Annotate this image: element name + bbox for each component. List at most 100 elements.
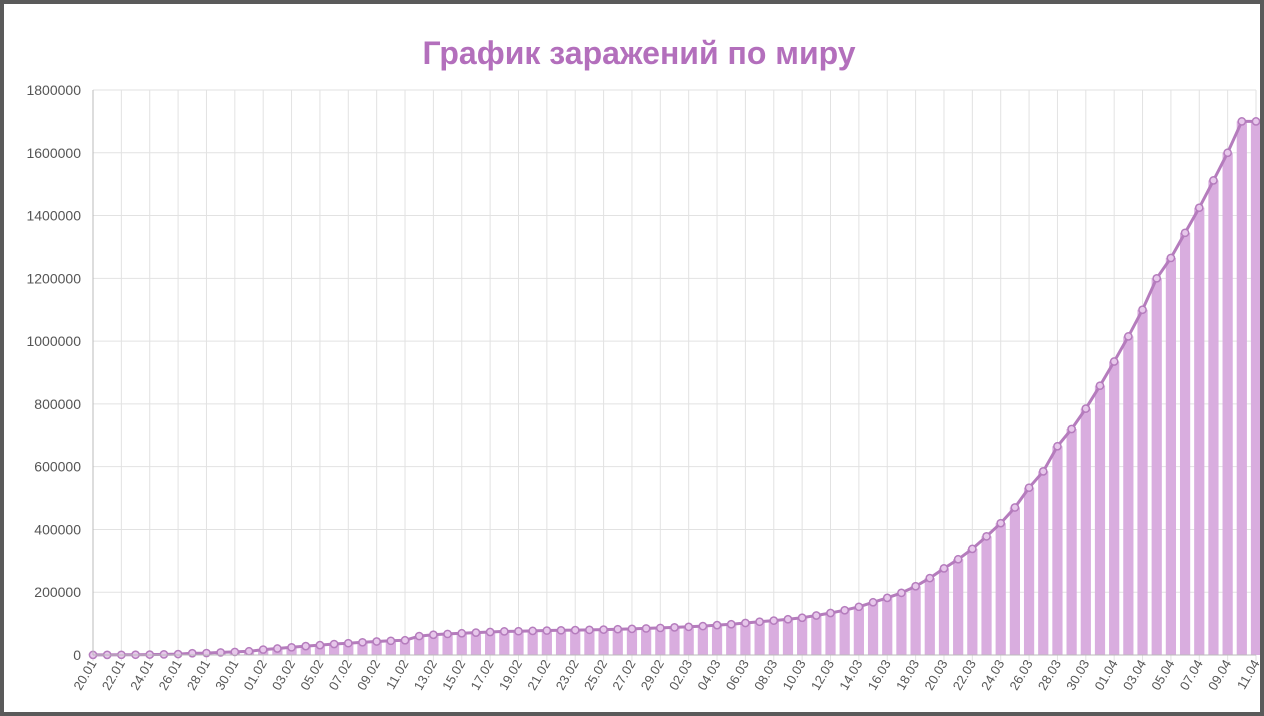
x-tick-label: 24.01	[127, 657, 156, 693]
data-point	[1081, 404, 1091, 413]
bar	[1094, 385, 1106, 655]
bar	[598, 629, 609, 655]
bar	[1194, 207, 1205, 656]
bar	[513, 631, 524, 655]
bar	[570, 630, 581, 655]
x-tick-label: 30.03	[1063, 657, 1092, 693]
x-tick-label: 19.02	[496, 657, 525, 693]
bar	[1250, 121, 1260, 655]
data-point	[627, 624, 637, 634]
chart: График заражений по миру 0 200000 400000 60…	[26, 35, 1260, 693]
data-point	[882, 593, 892, 603]
x-tick-label: 03.04	[1120, 657, 1149, 693]
x-tick-label: 17.02	[467, 657, 496, 693]
data-point	[499, 627, 509, 636]
data-point	[556, 625, 566, 635]
data-point	[641, 624, 651, 633]
y-tick-label: 200000	[34, 584, 81, 600]
data-point	[670, 623, 679, 632]
x-tick-label: 09.02	[354, 657, 383, 693]
data-point	[698, 621, 708, 631]
bar	[811, 615, 822, 655]
y-axis-ticks: 0 200000 400000 600000 800000 1000000 1200000 1…	[26, 82, 81, 663]
data-point	[1109, 357, 1119, 366]
bar	[1165, 257, 1177, 655]
data-point	[570, 625, 580, 635]
x-tick-label: 21.02	[524, 657, 553, 693]
bar	[726, 624, 737, 655]
x-tick-label: 01.02	[241, 657, 270, 693]
data-point	[386, 636, 396, 646]
x-tick-label: 16.03	[865, 657, 894, 693]
data-point	[443, 629, 452, 639]
data-point	[273, 644, 282, 653]
data-point	[1237, 117, 1247, 126]
bar	[1208, 180, 1219, 655]
bar	[924, 578, 935, 655]
data-point	[1152, 273, 1162, 283]
data-point	[783, 614, 793, 624]
y-tick-label: 800000	[34, 396, 81, 412]
x-tick-label: 13.02	[411, 657, 440, 693]
bar	[768, 620, 779, 655]
data-point	[1067, 424, 1076, 434]
data-point	[613, 624, 623, 634]
bar	[442, 633, 453, 655]
data-point	[230, 647, 240, 657]
data-point	[982, 532, 991, 541]
x-tick-label: 11.02	[383, 657, 412, 692]
bar	[584, 629, 595, 655]
bars	[87, 121, 1260, 656]
x-tick-label: 10.03	[779, 657, 808, 693]
data-point	[485, 627, 495, 637]
x-tick-label: 23.02	[553, 657, 582, 693]
bar	[825, 613, 836, 655]
x-tick-label: 07.04	[1177, 657, 1206, 693]
x-tick-label: 18.03	[893, 657, 922, 693]
bar	[456, 633, 467, 655]
data-point	[1166, 253, 1176, 263]
bar	[938, 568, 950, 655]
y-tick-label: 400000	[34, 521, 81, 537]
bar	[428, 634, 439, 655]
bar	[711, 625, 723, 655]
bar	[485, 631, 496, 655]
bar	[329, 644, 340, 655]
bar	[527, 630, 538, 655]
data-point	[1038, 467, 1048, 476]
data-point	[1223, 148, 1232, 158]
x-tick-label: 26.03	[1006, 657, 1035, 693]
data-point	[1124, 332, 1133, 341]
data-point	[315, 640, 325, 650]
bar	[1137, 309, 1148, 655]
x-tick-label: 01.04	[1092, 657, 1121, 693]
bar	[499, 631, 510, 655]
data-point	[741, 618, 750, 628]
x-tick-label: 20.03	[921, 657, 950, 693]
x-tick-label: 11.04	[1234, 657, 1260, 692]
data-point	[1095, 381, 1105, 391]
y-tick-label: 1400000	[26, 208, 81, 224]
data-point	[585, 625, 594, 635]
bar	[314, 645, 326, 655]
data-point	[996, 518, 1006, 528]
data-point	[1138, 305, 1147, 315]
data-points	[88, 117, 1260, 660]
data-point	[1180, 228, 1190, 238]
bar	[953, 559, 964, 655]
bar	[541, 630, 552, 655]
bar	[357, 642, 368, 655]
x-tick-label: 22.01	[99, 657, 128, 693]
data-point	[599, 625, 608, 634]
bar	[371, 641, 382, 655]
bar	[797, 617, 808, 655]
bar	[853, 606, 864, 655]
data-point	[1194, 203, 1204, 213]
bar	[1009, 507, 1020, 655]
x-tick-label: 24.03	[978, 657, 1007, 693]
data-point	[911, 581, 920, 591]
bar	[612, 629, 623, 655]
bar	[626, 628, 638, 655]
bar	[981, 536, 992, 655]
bar	[1066, 429, 1077, 655]
